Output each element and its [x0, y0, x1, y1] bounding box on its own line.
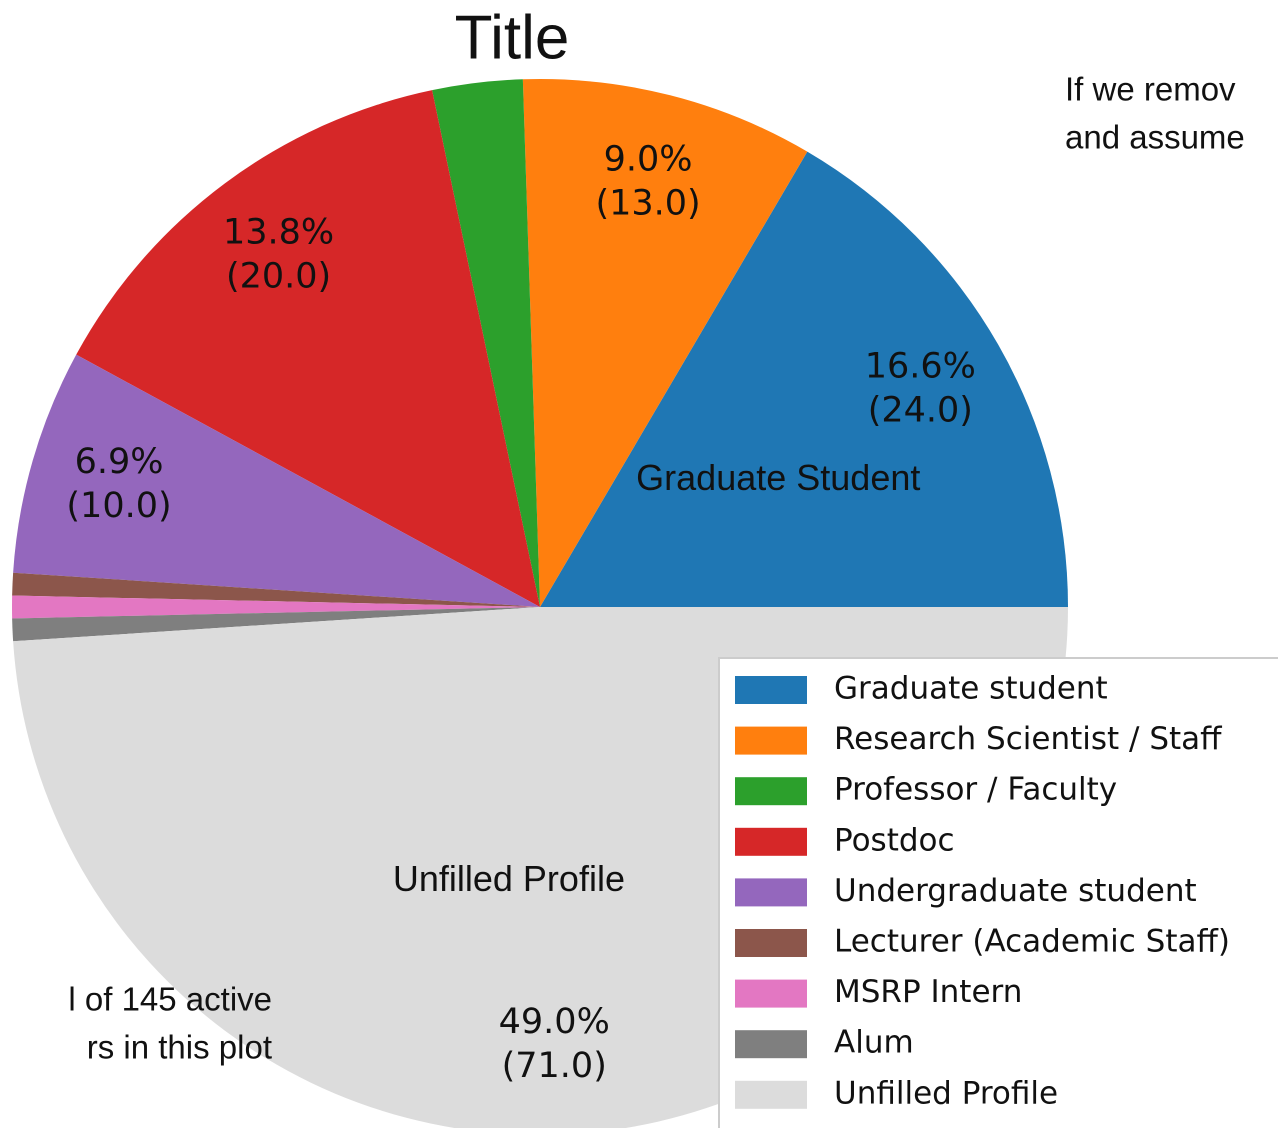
- value-label: (71.0): [502, 1046, 607, 1086]
- value-label: (10.0): [66, 486, 171, 526]
- legend-label: MSRP Intern: [834, 974, 1022, 1010]
- pie-labels: 16.6%(24.0) Graduate Student 9.0%(13.0) 13.…: [66, 139, 976, 1086]
- slice-label: Graduate Student: [636, 457, 920, 498]
- pie-slice: [12, 607, 541, 642]
- pie-slice: [540, 151, 1068, 608]
- legend-swatch: [735, 726, 807, 755]
- annotation: l of 145 active: [68, 981, 272, 1018]
- legend: Graduate student Research Scientist / Sta…: [718, 657, 1278, 1128]
- value-label: 9.0%: [604, 139, 693, 179]
- legend-swatch: [735, 878, 807, 907]
- legend-swatch: [735, 929, 807, 957]
- annotation: rs in this plot: [87, 1029, 272, 1066]
- legend-label: Professor / Faculty: [834, 772, 1117, 808]
- legend-label: Research Scientist / Staff: [834, 721, 1222, 757]
- value-label: 16.6%: [865, 346, 976, 386]
- annotation: and assume: [1065, 119, 1245, 156]
- legend-label: Postdoc: [834, 822, 955, 858]
- value-label: (24.0): [868, 390, 973, 430]
- pie-slice: [13, 354, 541, 607]
- legend-swatch: [735, 827, 807, 856]
- legend-swatch: [735, 979, 807, 1008]
- annotations: If we remov and assume l of 145 active rs i…: [68, 71, 1244, 1066]
- value-label: (13.0): [595, 183, 700, 223]
- pie-slice: [522, 79, 808, 608]
- annotation: If we remov: [1065, 71, 1236, 108]
- legend-frame: [718, 657, 1278, 1128]
- value-label: 13.8%: [223, 212, 334, 252]
- legend-swatch: [735, 676, 807, 704]
- legend-label: Unfilled Profile: [834, 1075, 1058, 1111]
- pie-slice: [432, 79, 540, 607]
- pie-slice: [76, 90, 541, 608]
- legend-swatch: [735, 1030, 807, 1059]
- chart-title: Title: [455, 3, 570, 72]
- legend-label: Undergraduate student: [834, 873, 1197, 909]
- value-label: 6.9%: [75, 442, 164, 482]
- legend-swatch: [735, 1080, 807, 1109]
- value-label: 49.0%: [499, 1002, 610, 1042]
- pie-slice: [12, 572, 541, 607]
- legend-swatch: [735, 777, 807, 806]
- value-label: (20.0): [226, 256, 331, 296]
- legend-label: Lecturer (Academic Staff): [834, 924, 1230, 960]
- slice-label: Unfilled Profile: [393, 858, 625, 899]
- legend-label: Graduate student: [834, 671, 1108, 707]
- pie-slice: [11, 595, 540, 619]
- legend-label: Alum: [834, 1025, 914, 1061]
